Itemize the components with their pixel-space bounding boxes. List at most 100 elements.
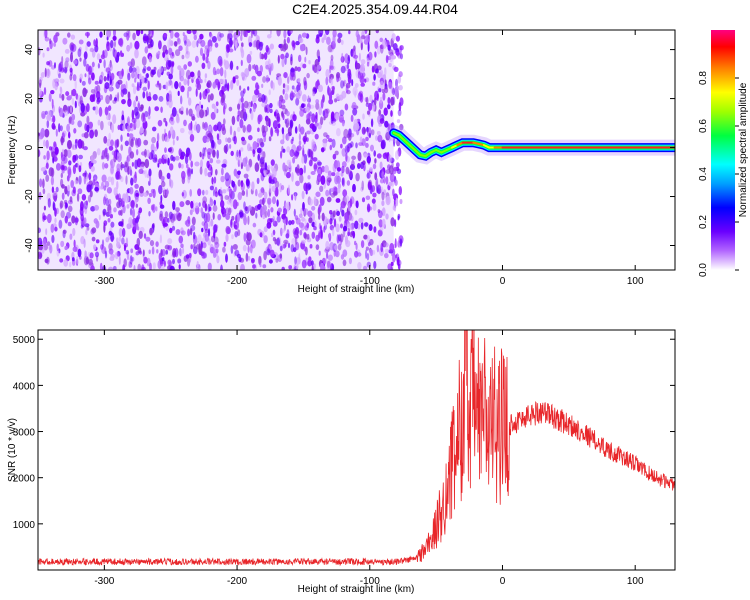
noise-speck [103, 59, 106, 69]
noise-speck [346, 63, 350, 70]
noise-speck [263, 125, 268, 133]
noise-speck [96, 53, 101, 61]
noise-speck [226, 200, 232, 205]
noise-speck [305, 106, 310, 113]
noise-speck [121, 114, 125, 121]
noise-speck [113, 207, 117, 213]
noise-speck [168, 211, 173, 220]
noise-speck [88, 121, 93, 129]
noise-speck [254, 89, 259, 96]
noise-speck [230, 150, 234, 157]
noise-speck [170, 113, 174, 122]
noise-speck [191, 168, 193, 175]
noise-speck [67, 184, 70, 192]
noise-speck [144, 158, 150, 169]
noise-speck [357, 252, 362, 257]
noise-speck [388, 49, 394, 56]
noise-speck [385, 176, 389, 185]
noise-speck [246, 179, 250, 187]
noise-speck [397, 213, 401, 220]
noise-speck [204, 47, 210, 56]
noise-speck [115, 81, 120, 89]
noise-speck [181, 189, 187, 199]
noise-speck [168, 73, 173, 80]
noise-speck [335, 160, 341, 170]
noise-speck [378, 134, 382, 141]
noise-speck [73, 128, 77, 134]
noise-speck [279, 245, 283, 252]
noise-speck [357, 262, 362, 270]
noise-speck [276, 30, 281, 37]
noise-speck [380, 242, 384, 253]
noise-speck [310, 150, 314, 160]
noise-speck [276, 186, 279, 197]
noise-speck [299, 44, 305, 52]
noise-speck [121, 237, 125, 245]
noise-speck [285, 133, 290, 142]
noise-speck [331, 85, 336, 91]
noise-speck [266, 197, 272, 205]
noise-speck [234, 40, 238, 49]
noise-speck [320, 175, 326, 186]
noise-speck [190, 129, 194, 135]
noise-speck [265, 104, 271, 114]
noise-speck [176, 136, 179, 141]
noise-speck [139, 163, 145, 170]
noise-speck [188, 252, 192, 259]
noise-speck [119, 50, 123, 56]
noise-speck [259, 263, 262, 268]
noise-speck [105, 67, 111, 73]
noise-speck [303, 153, 308, 164]
noise-speck [383, 176, 386, 184]
noise-speck [231, 180, 235, 188]
noise-speck [237, 191, 242, 201]
noise-speck [363, 222, 369, 227]
noise-speck [50, 176, 55, 186]
noise-speck [322, 138, 328, 148]
noise-speck [127, 61, 133, 67]
noise-speck [252, 222, 257, 228]
noise-speck [220, 94, 225, 104]
noise-speck [45, 68, 51, 79]
noise-speck [293, 208, 296, 217]
noise-speck [69, 233, 73, 240]
noise-speck [125, 249, 130, 255]
noise-speck [110, 160, 113, 166]
noise-speck [259, 206, 265, 216]
noise-speck [205, 56, 209, 64]
noise-speck [321, 212, 325, 222]
noise-speck [181, 54, 185, 60]
noise-speck [70, 52, 73, 63]
noise-speck [99, 31, 103, 38]
noise-speck [188, 151, 192, 161]
noise-speck [351, 155, 356, 160]
noise-speck [354, 57, 357, 62]
x-tick-label: 0 [500, 276, 506, 287]
noise-speck [387, 104, 391, 110]
noise-speck [52, 190, 58, 201]
noise-speck [325, 108, 330, 114]
noise-speck [239, 85, 242, 91]
noise-speck [207, 171, 213, 178]
noise-speck [276, 73, 282, 78]
noise-speck [54, 81, 58, 91]
noise-speck [392, 205, 396, 211]
noise-speck [347, 223, 352, 231]
noise-speck [352, 86, 358, 96]
noise-speck [332, 34, 336, 45]
colorbar-tick-label: 0.4 [698, 167, 709, 181]
noise-speck [230, 198, 234, 207]
noise-speck [247, 256, 251, 261]
noise-speck [352, 48, 356, 59]
noise-speck [45, 139, 49, 149]
noise-speck [309, 123, 315, 129]
noise-speck [204, 78, 207, 83]
noise-speck [267, 34, 272, 39]
noise-speck [111, 123, 114, 133]
noise-speck [180, 163, 184, 169]
noise-speck [158, 252, 162, 262]
noise-speck [129, 255, 133, 265]
noise-speck [127, 91, 131, 99]
noise-speck [272, 196, 276, 205]
noise-speck [65, 91, 70, 97]
